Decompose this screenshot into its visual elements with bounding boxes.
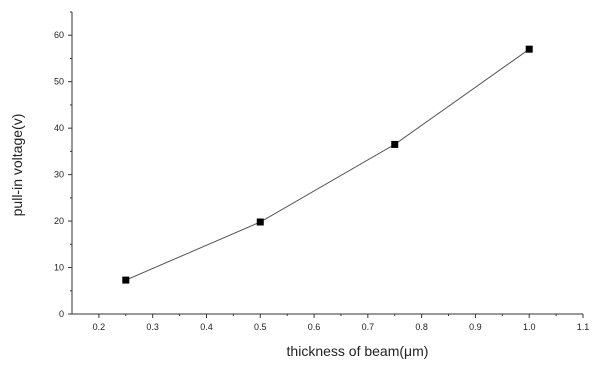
- x-tick-label: 0.4: [200, 322, 213, 332]
- x-tick-label: 0.7: [362, 322, 375, 332]
- x-axis-title: thickness of beam(μm): [287, 343, 429, 359]
- y-tick-label: 30: [54, 170, 64, 180]
- y-tick-label: 20: [54, 216, 64, 226]
- x-tick-label: 1.1: [577, 322, 590, 332]
- y-tick-label: 60: [54, 30, 64, 40]
- x-tick-label: 0.5: [254, 322, 267, 332]
- y-tick-label: 40: [54, 123, 64, 133]
- x-tick-label: 0.8: [415, 322, 428, 332]
- x-tick-label: 1.0: [523, 322, 536, 332]
- x-ticks: 0.2 0.3 0.4 0.5 0.6 0.7 0.8 0.9 1.0 1.1: [93, 314, 590, 332]
- data-point: [256, 218, 264, 226]
- y-tick-label: 0: [59, 309, 64, 319]
- series-line: [125, 48, 530, 281]
- data-point: [391, 140, 399, 148]
- y-ticks: 0 10 20 30 40 50 60: [54, 11, 72, 319]
- y-axis-title: pull-in voltage(v): [9, 114, 25, 217]
- x-tick-label: 0.9: [469, 322, 482, 332]
- series-layer: [122, 45, 533, 284]
- axes: [71, 12, 583, 315]
- y-tick-label: 50: [54, 77, 64, 87]
- data-point: [525, 45, 533, 53]
- x-tick-label: 0.3: [146, 322, 159, 332]
- data-point: [122, 276, 130, 284]
- y-tick-label: 10: [54, 263, 64, 273]
- x-tick-label: 0.2: [93, 322, 106, 332]
- x-tick-label: 0.6: [308, 322, 321, 332]
